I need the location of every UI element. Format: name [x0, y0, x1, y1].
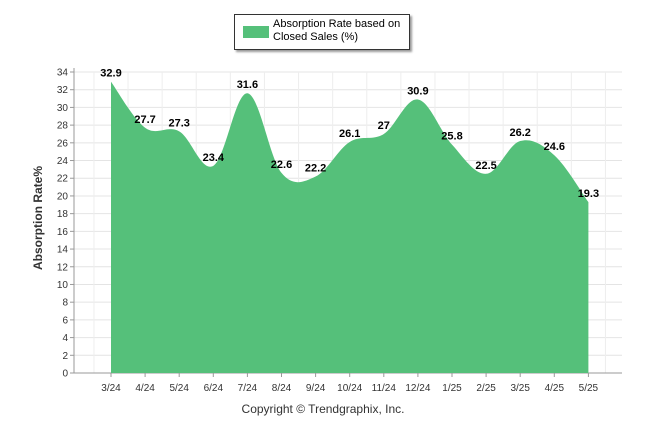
x-tick-label: 3/25 [510, 383, 530, 394]
y-tick-label: 28 [57, 121, 69, 132]
data-label: 27.7 [134, 114, 155, 126]
y-tick-label: 6 [62, 315, 68, 326]
data-label: 31.6 [237, 79, 258, 91]
x-tick-label: 5/24 [169, 383, 189, 394]
x-tick-label: 10/24 [337, 383, 362, 394]
y-tick-label: 12 [57, 262, 69, 273]
data-label: 26.2 [509, 127, 530, 139]
data-label: 24.6 [544, 141, 565, 153]
x-tick-label: 5/25 [579, 383, 599, 394]
y-tick-label: 18 [57, 209, 69, 220]
x-tick-label: 7/24 [238, 383, 258, 394]
x-tick-label: 3/24 [101, 383, 121, 394]
y-tick-label: 8 [62, 298, 68, 309]
y-tick-label: 2 [62, 351, 68, 362]
data-label: 32.9 [100, 68, 121, 80]
y-tick-label: 10 [57, 280, 69, 291]
x-tick-label: 4/25 [545, 383, 565, 394]
data-labels: 32.9 27.7 27.3 23.4 31.6 22.6 22.2 26.1 27 30.9 25… [100, 68, 599, 200]
x-tick-label: 6/24 [204, 383, 224, 394]
copyright-text: Copyright © Trendgraphix, Inc. [241, 402, 405, 416]
y-tick-label: 34 [57, 68, 69, 79]
x-tick-label: 9/24 [306, 383, 326, 394]
data-label: 22.6 [271, 159, 292, 171]
legend: Absorption Rate based on Closed Sales (%… [234, 14, 410, 50]
y-tick-label: 26 [57, 138, 69, 149]
area-series [111, 81, 589, 374]
y-tick-label: 0 [62, 369, 68, 380]
data-label: 19.3 [578, 188, 599, 200]
x-tick-label: 8/24 [272, 383, 292, 394]
x-axis: 3/24 4/24 5/24 6/24 7/24 8/24 9/24 10/24 11/24 12… [74, 372, 622, 394]
x-tick-label: 2/25 [476, 383, 496, 394]
y-axis-label: Absorption Rate% [31, 165, 45, 271]
y-tick-label: 4 [62, 333, 68, 344]
x-tick-label: 12/24 [405, 383, 430, 394]
x-tick-label: 11/24 [372, 383, 397, 394]
y-tick-label: 16 [57, 227, 69, 238]
legend-swatch [243, 26, 269, 38]
y-tick-label: 24 [57, 156, 69, 167]
data-label: 23.4 [203, 152, 225, 164]
y-tick-label: 32 [57, 85, 69, 96]
y-tick-label: 30 [57, 103, 69, 114]
data-label: 22.5 [475, 160, 496, 172]
legend-label: Absorption Rate based on Closed Sales (%… [273, 18, 401, 43]
data-label: 27 [378, 120, 390, 132]
data-label: 25.8 [441, 131, 462, 143]
data-label: 27.3 [168, 117, 189, 129]
x-tick-label: 1/25 [442, 383, 462, 394]
y-tick-label: 22 [57, 174, 69, 185]
data-label: 26.1 [339, 128, 360, 140]
data-label: 30.9 [407, 85, 428, 97]
y-tick-label: 14 [57, 245, 69, 256]
x-tick-label: 4/24 [135, 383, 155, 394]
data-label: 22.2 [305, 162, 326, 174]
y-tick-label: 20 [57, 191, 69, 202]
